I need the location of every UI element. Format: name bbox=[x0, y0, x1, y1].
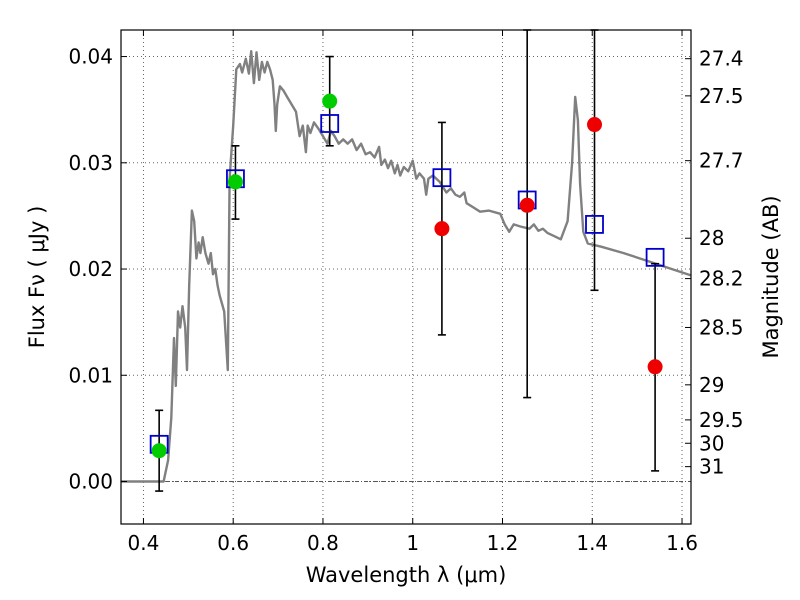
y-tick-label: 0.03 bbox=[68, 151, 113, 175]
y-axis-title: Flux Fν ( μJy ) bbox=[25, 206, 49, 349]
x-tick-label: 1 bbox=[406, 531, 419, 555]
y-tick-label: 0.00 bbox=[68, 470, 113, 494]
model-band-square bbox=[432, 168, 452, 188]
y2-axis-title: Magnitude (AB) bbox=[759, 195, 783, 358]
y2-tick-label: 29.5 bbox=[699, 408, 744, 432]
x-axis: 0.4 0.6 0.8 1 1.2 1.4 1.6 bbox=[128, 30, 698, 555]
x-tick-label: 1.4 bbox=[576, 531, 608, 555]
y2-tick-label: 28.5 bbox=[699, 315, 744, 339]
model-band-square bbox=[320, 114, 340, 133]
y-axis-left: 0.00 0.01 0.02 0.03 0.04 bbox=[68, 45, 127, 494]
low-significance-point bbox=[519, 197, 535, 213]
y2-tick-label: 27.5 bbox=[699, 84, 744, 108]
x-tick-label: 0.4 bbox=[128, 531, 160, 555]
model-band-square bbox=[645, 247, 665, 267]
plot-frame bbox=[120, 29, 692, 525]
detection-point bbox=[322, 93, 338, 109]
model-sed-line bbox=[121, 50, 692, 483]
y2-tick-label: 28.2 bbox=[699, 267, 744, 291]
y2-tick-label: 29 bbox=[699, 373, 724, 397]
low-significance-point bbox=[434, 221, 450, 237]
detection-point bbox=[151, 443, 167, 459]
y-tick-label: 0.01 bbox=[68, 363, 113, 387]
detection-point bbox=[227, 174, 243, 190]
low-significance-point bbox=[587, 117, 603, 133]
y-tick-label: 0.04 bbox=[68, 45, 113, 69]
y2-tick-label: 31 bbox=[699, 455, 724, 479]
x-tick-label: 0.6 bbox=[217, 531, 249, 555]
model-band-square bbox=[585, 215, 604, 234]
low-significance-point bbox=[647, 359, 663, 375]
x-tick-label: 1.6 bbox=[666, 531, 698, 555]
y-tick-label: 0.02 bbox=[68, 257, 113, 281]
x-axis-title: Wavelength λ (μm) bbox=[306, 563, 507, 587]
plot-area bbox=[121, 29, 692, 492]
y2-tick-label: 27.4 bbox=[699, 47, 744, 71]
x-tick-label: 1.2 bbox=[487, 531, 519, 555]
x-tick-label: 0.8 bbox=[307, 531, 339, 555]
y2-tick-label: 28 bbox=[699, 226, 724, 250]
gridlines bbox=[121, 30, 691, 524]
y2-tick-label: 27.7 bbox=[699, 149, 744, 173]
y2-tick-label: 30 bbox=[699, 431, 724, 455]
